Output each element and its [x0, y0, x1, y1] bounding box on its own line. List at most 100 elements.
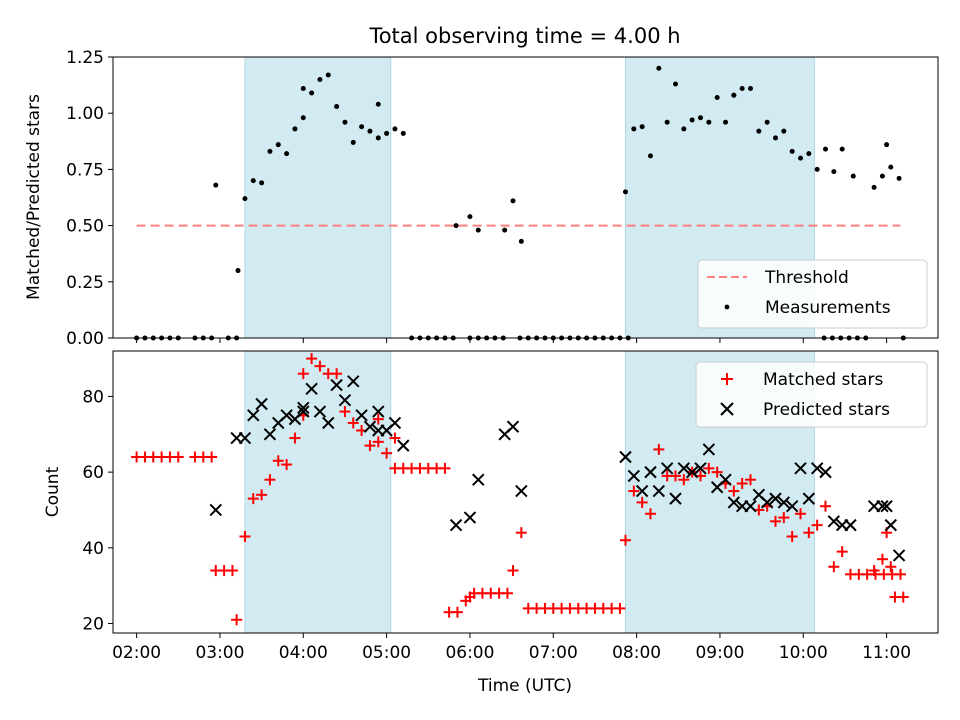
measurement-point: [879, 173, 885, 179]
measurement-point: [831, 169, 837, 175]
measurement-point: [731, 92, 737, 98]
matched-star-point: [620, 534, 631, 546]
measurement-point: [656, 65, 662, 71]
predicted-star-point: [255, 397, 268, 411]
matched-star-point: [256, 489, 268, 501]
matched-star-point: [364, 440, 376, 452]
measurement-point: [259, 180, 265, 186]
predicted-star-point: [677, 462, 691, 475]
measurement-point: [292, 126, 298, 132]
observing-window: [244, 350, 392, 634]
matched-star-point: [745, 474, 756, 486]
measurement-point: [367, 128, 373, 134]
matched-star-point: [820, 500, 831, 512]
y-tick-label: 0.50: [66, 217, 104, 237]
x-tick-label: 04:00: [279, 643, 328, 663]
measurement-point: [706, 119, 712, 125]
measurement-point: [739, 85, 745, 91]
predicted-star-point: [777, 496, 791, 509]
measurement-point: [756, 128, 762, 134]
x-tick-label: 03:00: [195, 643, 244, 663]
matched-star-point: [645, 508, 656, 520]
x-tick-label: 09:00: [695, 643, 744, 663]
matched-star-point: [389, 432, 401, 444]
measurement-point: [250, 178, 256, 184]
predicted-star-point: [785, 499, 799, 513]
measurement-point: [453, 223, 459, 229]
predicted-star-point: [694, 462, 707, 475]
measurement-point: [773, 135, 778, 141]
x-tick-label: 10:00: [779, 643, 828, 663]
matched-legend-label: Matched stars: [763, 370, 883, 390]
matched-legend-marker: [721, 373, 733, 385]
ratio-legend-box: [697, 259, 928, 329]
y-tick-label: 1.00: [66, 104, 104, 124]
predicted-star-point: [880, 499, 893, 513]
count-legend: Matched stars Predicted stars: [695, 361, 928, 428]
matched-star-point: [507, 565, 519, 577]
matched-star-point: [778, 512, 790, 524]
measurement-point: [309, 90, 315, 96]
matched-star-point: [226, 565, 238, 577]
measurement-point: [648, 153, 653, 159]
matched-star-point: [786, 530, 798, 542]
count-series: [131, 353, 909, 626]
predicted-star-point: [280, 409, 293, 422]
predicted-star-point: [794, 462, 807, 475]
predicted-star-point: [247, 409, 260, 422]
matched-star-point: [614, 602, 626, 614]
measurement-point: [475, 227, 481, 233]
measurement-point: [350, 139, 356, 145]
predicted-star-point: [330, 378, 343, 392]
predicted-star-point: [238, 431, 252, 445]
measurement-point: [375, 101, 381, 107]
matched-star-point: [876, 553, 888, 565]
measurement-point: [748, 85, 753, 91]
predicted-star-point: [372, 405, 385, 418]
predicted-star-point: [719, 473, 732, 486]
y-tick-label: 1.25: [66, 48, 104, 68]
predicted-star-point: [802, 492, 816, 505]
measurements-series: [134, 65, 906, 341]
predicted-star-point: [810, 462, 824, 475]
threshold-legend-label: Threshold: [764, 268, 849, 288]
measurement-point: [896, 175, 902, 181]
predicted-star-point: [769, 492, 782, 505]
matched-star-point: [728, 485, 740, 497]
measurement-point: [871, 184, 877, 190]
measurement-point: [714, 94, 720, 100]
measurement-point: [689, 117, 695, 123]
predicted-star-point: [463, 511, 477, 524]
measurement-point: [467, 214, 473, 220]
matched-star-point: [289, 432, 301, 444]
matched-star-point: [895, 568, 906, 580]
measurement-point: [664, 119, 670, 125]
measurement-point: [342, 119, 348, 125]
predicted-star-point: [506, 420, 520, 433]
matched-star-point: [736, 477, 748, 489]
matched-star-point: [678, 474, 690, 486]
count-y-label: Count: [43, 466, 63, 517]
predicted-star-point: [297, 401, 310, 414]
x-tick-label: 05:00: [362, 643, 411, 663]
ratio-y-label: Matched/Predicted stars: [24, 94, 44, 300]
y-tick-label: 60: [82, 463, 104, 483]
matched-star-point: [247, 493, 259, 505]
measurement-point: [242, 196, 248, 202]
matched-star-point: [451, 606, 463, 618]
matched-star-point: [206, 451, 218, 463]
measurement-point: [839, 146, 845, 152]
matched-star-point: [670, 470, 681, 482]
predicted-star-point: [702, 443, 716, 456]
matched-star-point: [172, 451, 184, 463]
matched-star-point: [297, 368, 309, 380]
measurement-point: [267, 148, 273, 154]
matched-star-point: [868, 565, 880, 577]
predicted-star-point: [472, 473, 485, 486]
predicted-star-point: [313, 405, 327, 418]
predicted-star-point: [635, 484, 649, 498]
measurement-point: [781, 128, 787, 134]
predicted-star-point: [355, 409, 368, 422]
predicted-star-point: [305, 382, 318, 396]
